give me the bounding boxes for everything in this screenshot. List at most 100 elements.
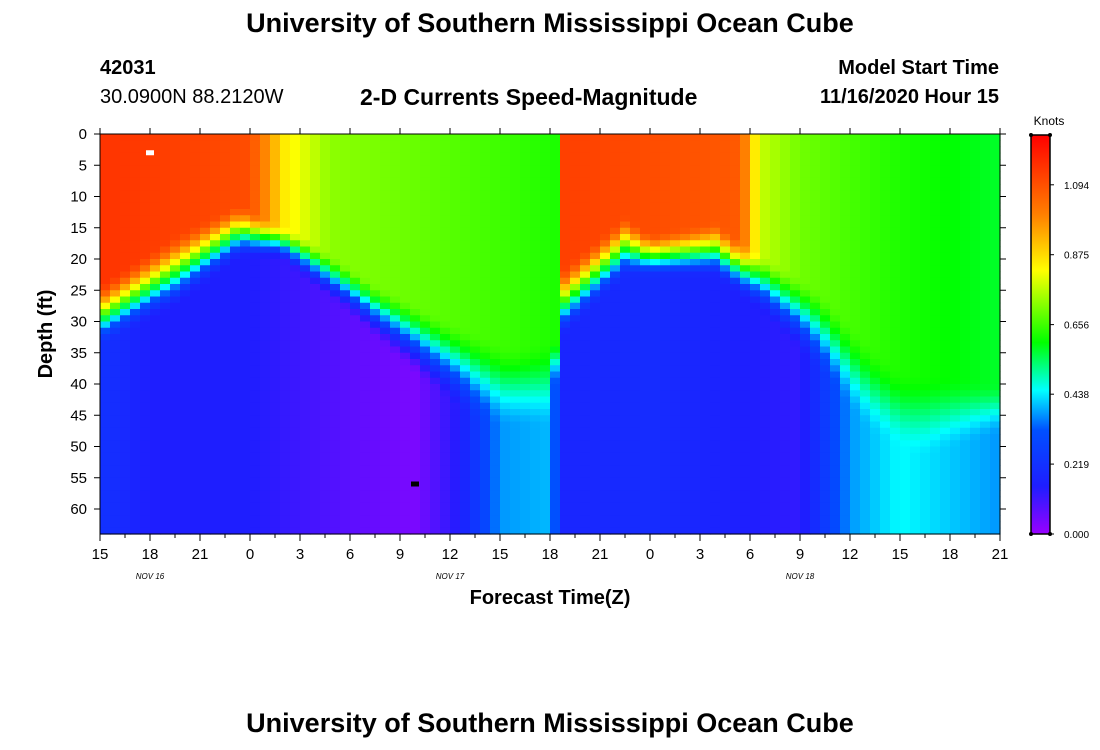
heatmap-cell [430, 377, 441, 385]
heatmap-cell [450, 146, 461, 154]
heatmap-cell [140, 302, 151, 310]
heatmap-cell [380, 371, 391, 379]
heatmap-cell [330, 390, 341, 398]
heatmap-cell [790, 202, 801, 210]
heatmap-cell [220, 396, 231, 404]
heatmap-cell [710, 446, 721, 454]
heatmap-cell [370, 209, 381, 216]
heatmap-cell [210, 234, 221, 241]
heatmap-cell [780, 177, 791, 185]
heatmap-cell [350, 402, 361, 410]
heatmap-cell [390, 271, 401, 279]
heatmap-cell [550, 265, 561, 273]
heatmap-cell [730, 402, 741, 410]
heatmap-cell [650, 434, 661, 441]
heatmap-cell [690, 284, 701, 291]
heatmap-cell [570, 202, 581, 210]
heatmap-cell [690, 402, 701, 410]
heatmap-cell [240, 177, 251, 185]
heatmap-cell [270, 440, 281, 448]
heatmap-cell [590, 140, 601, 148]
heatmap-cell [790, 309, 801, 316]
heatmap-cell [280, 459, 291, 466]
heatmap-cell [800, 496, 811, 504]
heatmap-cell [470, 302, 481, 310]
heatmap-cell [170, 302, 181, 310]
heatmap-cell [530, 321, 541, 329]
heatmap-cell [220, 296, 231, 304]
heatmap-cell [310, 271, 321, 279]
heatmap-cell [730, 309, 741, 316]
heatmap-cell [560, 290, 571, 298]
heatmap-cell [860, 327, 871, 335]
heatmap-cell [810, 502, 821, 510]
heatmap-cell [800, 415, 811, 423]
heatmap-cell [640, 234, 651, 241]
heatmap-cell [110, 415, 121, 423]
heatmap-cell [870, 240, 881, 248]
heatmap-cell [100, 277, 111, 285]
heatmap-cell [400, 140, 411, 148]
heatmap-cell [490, 134, 501, 141]
heatmap-cell [510, 190, 521, 198]
heatmap-cell [220, 196, 231, 204]
heatmap-cell [230, 284, 241, 291]
heatmap-cell [660, 527, 671, 535]
heatmap-cell [480, 484, 491, 491]
heatmap-cell [740, 515, 751, 523]
heatmap-cell [160, 371, 171, 379]
heatmap-cell [870, 177, 881, 185]
heatmap-cell [160, 484, 171, 491]
heatmap-cell [540, 446, 551, 454]
heatmap-cell [690, 146, 701, 154]
heatmap-cell [630, 171, 641, 179]
heatmap-cell [740, 327, 751, 335]
heatmap-cell [810, 377, 821, 385]
heatmap-cell [320, 434, 331, 441]
heatmap-cell [620, 190, 631, 198]
heatmap-cell [360, 321, 371, 329]
heatmap-cell [340, 521, 351, 529]
heatmap-cell [400, 215, 411, 223]
heatmap-cell [610, 484, 621, 491]
heatmap-cell [750, 315, 761, 323]
heatmap-cell [390, 246, 401, 254]
heatmap-cell [280, 521, 291, 529]
heatmap-cell [620, 484, 631, 491]
heatmap-cell [220, 352, 231, 360]
heatmap-cell [310, 346, 321, 354]
heatmap-cell [330, 384, 341, 391]
heatmap-cell [860, 159, 871, 166]
heatmap-cell [300, 240, 311, 248]
heatmap-cell [340, 171, 351, 179]
heatmap-cell [510, 409, 521, 416]
heatmap-cell [180, 527, 191, 535]
heatmap-cell [800, 209, 811, 216]
heatmap-cell [830, 240, 841, 248]
heatmap-cell [800, 165, 811, 173]
heatmap-cell [710, 509, 721, 516]
heatmap-cell [610, 446, 621, 454]
heatmap-cell [600, 134, 611, 141]
heatmap-cell [740, 334, 751, 341]
heatmap-cell [180, 152, 191, 160]
heatmap-cell [390, 159, 401, 166]
heatmap-cell [630, 302, 641, 310]
heatmap-cell [850, 421, 861, 429]
heatmap-cell [600, 184, 611, 191]
heatmap-cell [550, 421, 561, 429]
heatmap-cell [500, 302, 511, 310]
heatmap-cell [510, 240, 521, 248]
heatmap-cell [110, 334, 121, 341]
heatmap-cell [520, 284, 531, 291]
heatmap-cell [710, 527, 721, 535]
heatmap-cell [690, 171, 701, 179]
heatmap-cell [740, 502, 751, 510]
heatmap-cell [540, 502, 551, 510]
heatmap-cell [220, 140, 231, 148]
heatmap-cell [520, 365, 531, 373]
heatmap-cell [470, 359, 481, 366]
heatmap-cell [290, 365, 301, 373]
heatmap-cell [600, 302, 611, 310]
heatmap-cell [260, 509, 271, 516]
